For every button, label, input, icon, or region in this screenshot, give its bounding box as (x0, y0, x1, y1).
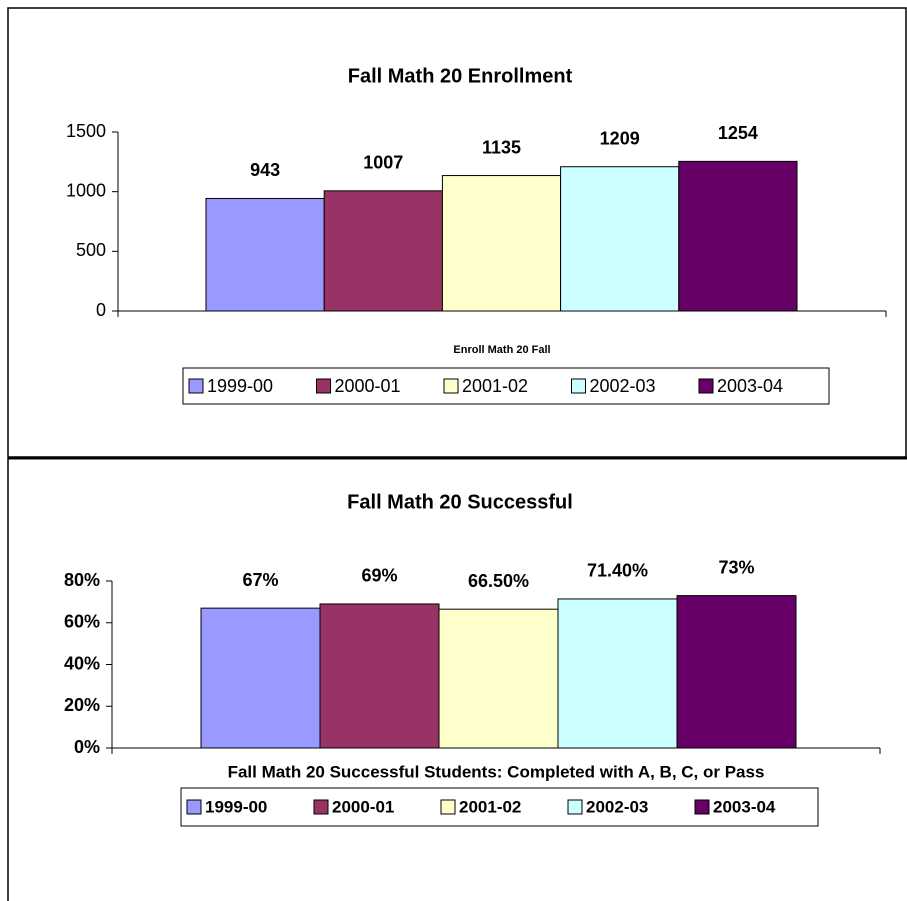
data-label: 73% (718, 557, 754, 577)
legend-label: 2000-01 (332, 797, 394, 816)
legend-label: 2000-01 (335, 376, 401, 396)
legend-label: 2001-02 (459, 797, 521, 816)
data-label: 943 (250, 160, 280, 180)
legend-swatch (567, 799, 583, 815)
bar (200, 607, 321, 749)
y-tick-label: 500 (76, 240, 106, 260)
data-label: 71.40% (587, 561, 648, 581)
legend-label: 1999-00 (207, 376, 273, 396)
bar (441, 175, 562, 312)
bar (560, 166, 680, 312)
x-axis-label: Enroll Math 20 Fall (453, 344, 550, 356)
legend-label: 1999-00 (205, 797, 267, 816)
legend-label: 2003-04 (713, 797, 776, 816)
y-tick-label: 40% (64, 653, 100, 673)
legend-swatch (694, 799, 710, 815)
legend-swatch (440, 799, 456, 815)
y-tick-label: 0 (96, 300, 106, 320)
y-tick-label: 80% (64, 570, 100, 590)
legend-swatch (313, 799, 329, 815)
data-label: 1209 (600, 128, 640, 148)
y-tick-label: 60% (64, 612, 100, 632)
legend-swatch (316, 378, 331, 394)
legend-swatch (571, 378, 586, 394)
legend-label: 2002-03 (586, 797, 648, 816)
legend-label: 2003-04 (717, 376, 783, 396)
y-tick-label: 20% (64, 695, 100, 715)
legend-swatch (698, 378, 714, 394)
data-label: 1254 (718, 123, 758, 143)
data-label: 1135 (482, 137, 521, 157)
legend-swatch (188, 378, 204, 394)
legend-label: 2001-02 (462, 376, 528, 396)
data-label: 69% (361, 566, 397, 586)
bar (205, 197, 325, 312)
chart-title: Fall Math 20 Enrollment (348, 65, 573, 87)
y-tick-label: 1500 (66, 121, 106, 141)
y-tick-label: 0% (74, 737, 100, 757)
bar (323, 190, 443, 312)
legend-box (180, 787, 819, 827)
y-tick-label: 1000 (66, 180, 106, 200)
legend-box (182, 367, 830, 405)
legend-swatch (443, 378, 459, 394)
data-label: 1007 (363, 153, 403, 173)
chart-title: Fall Math 20 Successful (347, 491, 573, 513)
bar (676, 595, 797, 749)
x-axis-label: Fall Math 20 Successful Students: Comple… (228, 762, 765, 781)
legend-label: 2002-03 (590, 376, 656, 396)
bar (319, 603, 440, 749)
bar (438, 608, 559, 749)
bar (557, 598, 678, 749)
bar (678, 160, 798, 312)
legend-swatch (186, 799, 202, 815)
data-label: 66.50% (468, 571, 529, 591)
data-label: 67% (242, 570, 278, 590)
